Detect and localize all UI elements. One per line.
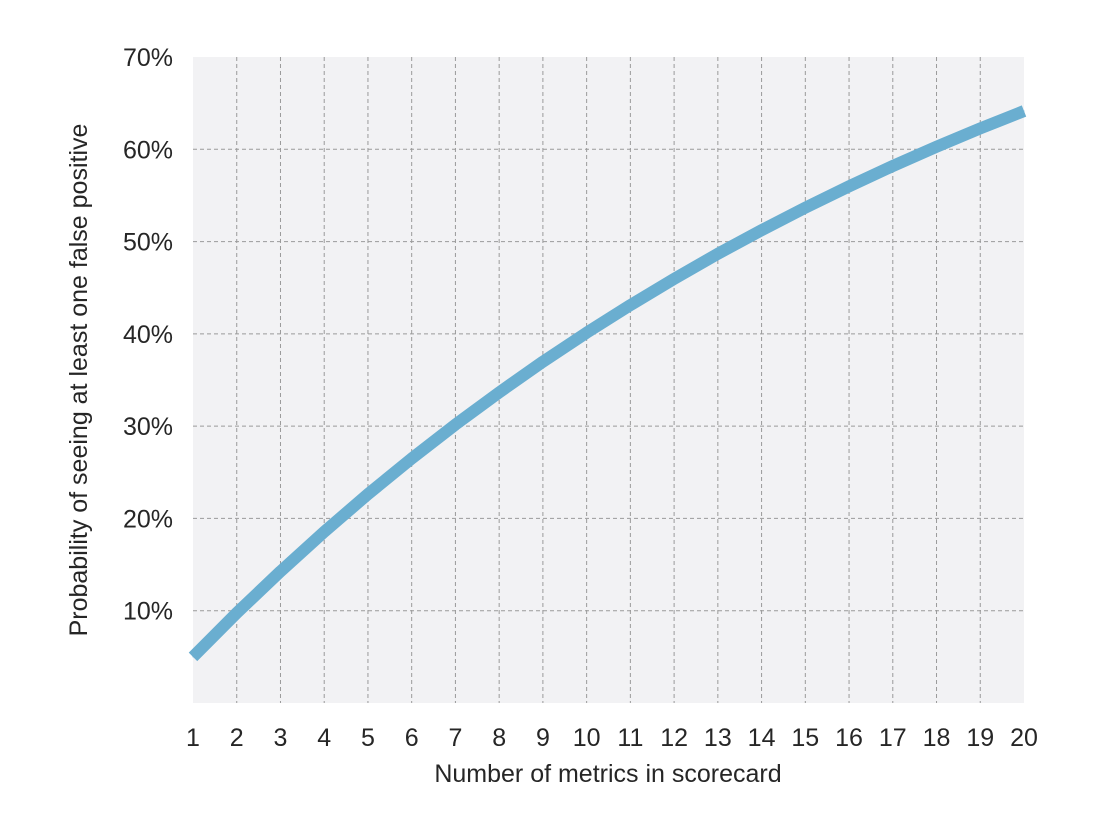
y-tick-label: 50% [123, 229, 173, 257]
x-tick-label: 12 [660, 724, 688, 752]
y-tick-labels: 10% 20% 30% 40% 50% 60% 70% [123, 44, 173, 626]
x-tick-label: 2 [230, 724, 244, 752]
x-tick-label: 17 [879, 724, 907, 752]
x-tick-label: 14 [748, 724, 776, 752]
x-tick-label: 11 [617, 724, 643, 752]
x-tick-label: 16 [835, 724, 863, 752]
series-layer [188, 105, 1027, 662]
x-tick-label: 7 [448, 724, 462, 752]
x-tick-label: 10 [573, 724, 601, 752]
x-tick-label: 18 [923, 724, 951, 752]
data-point [323, 531, 325, 533]
data-point [1023, 110, 1025, 112]
x-tick-label: 6 [405, 724, 419, 752]
x-tick-label: 1 [186, 724, 200, 752]
data-point [542, 361, 544, 363]
y-axis-label: Probability of seeing at least one false… [65, 124, 93, 637]
data-point [936, 146, 938, 148]
x-tick-label: 15 [791, 724, 819, 752]
data-point [804, 207, 806, 209]
x-axis-label: Number of metrics in scorecard [434, 760, 781, 788]
y-tick-label: 70% [123, 44, 173, 72]
y-tick-label: 10% [123, 598, 173, 626]
data-point [848, 185, 850, 187]
y-tick-label: 20% [123, 505, 173, 533]
x-tick-label: 8 [492, 724, 506, 752]
x-tick-labels: 1 2 3 4 5 6 7 8 9 10 11 12 13 14 15 16 17 18 19 20 [186, 724, 1038, 752]
y-tick-label: 60% [123, 136, 173, 164]
x-tick-label: 13 [704, 724, 732, 752]
data-point [979, 127, 981, 129]
x-tick-label: 19 [966, 724, 994, 752]
data-point [367, 493, 369, 495]
data-point [629, 304, 631, 306]
data-point [454, 424, 456, 426]
series-line [188, 105, 1027, 662]
data-point [761, 229, 763, 231]
data-point [279, 570, 281, 572]
data-point [498, 391, 500, 393]
data-point [236, 612, 238, 614]
x-tick-label: 20 [1010, 724, 1038, 752]
data-point [192, 656, 194, 658]
x-tick-label: 5 [361, 724, 375, 752]
data-point [892, 165, 894, 167]
x-tick-label: 4 [317, 724, 331, 752]
data-point [717, 253, 719, 255]
data-point [411, 458, 413, 460]
x-tick-label: 3 [274, 724, 288, 752]
data-point [673, 278, 675, 280]
plot-area [193, 57, 1024, 703]
y-tick-label: 40% [123, 321, 173, 349]
x-tick-label: 9 [536, 724, 550, 752]
data-point [586, 332, 588, 334]
y-tick-label: 30% [123, 413, 173, 441]
